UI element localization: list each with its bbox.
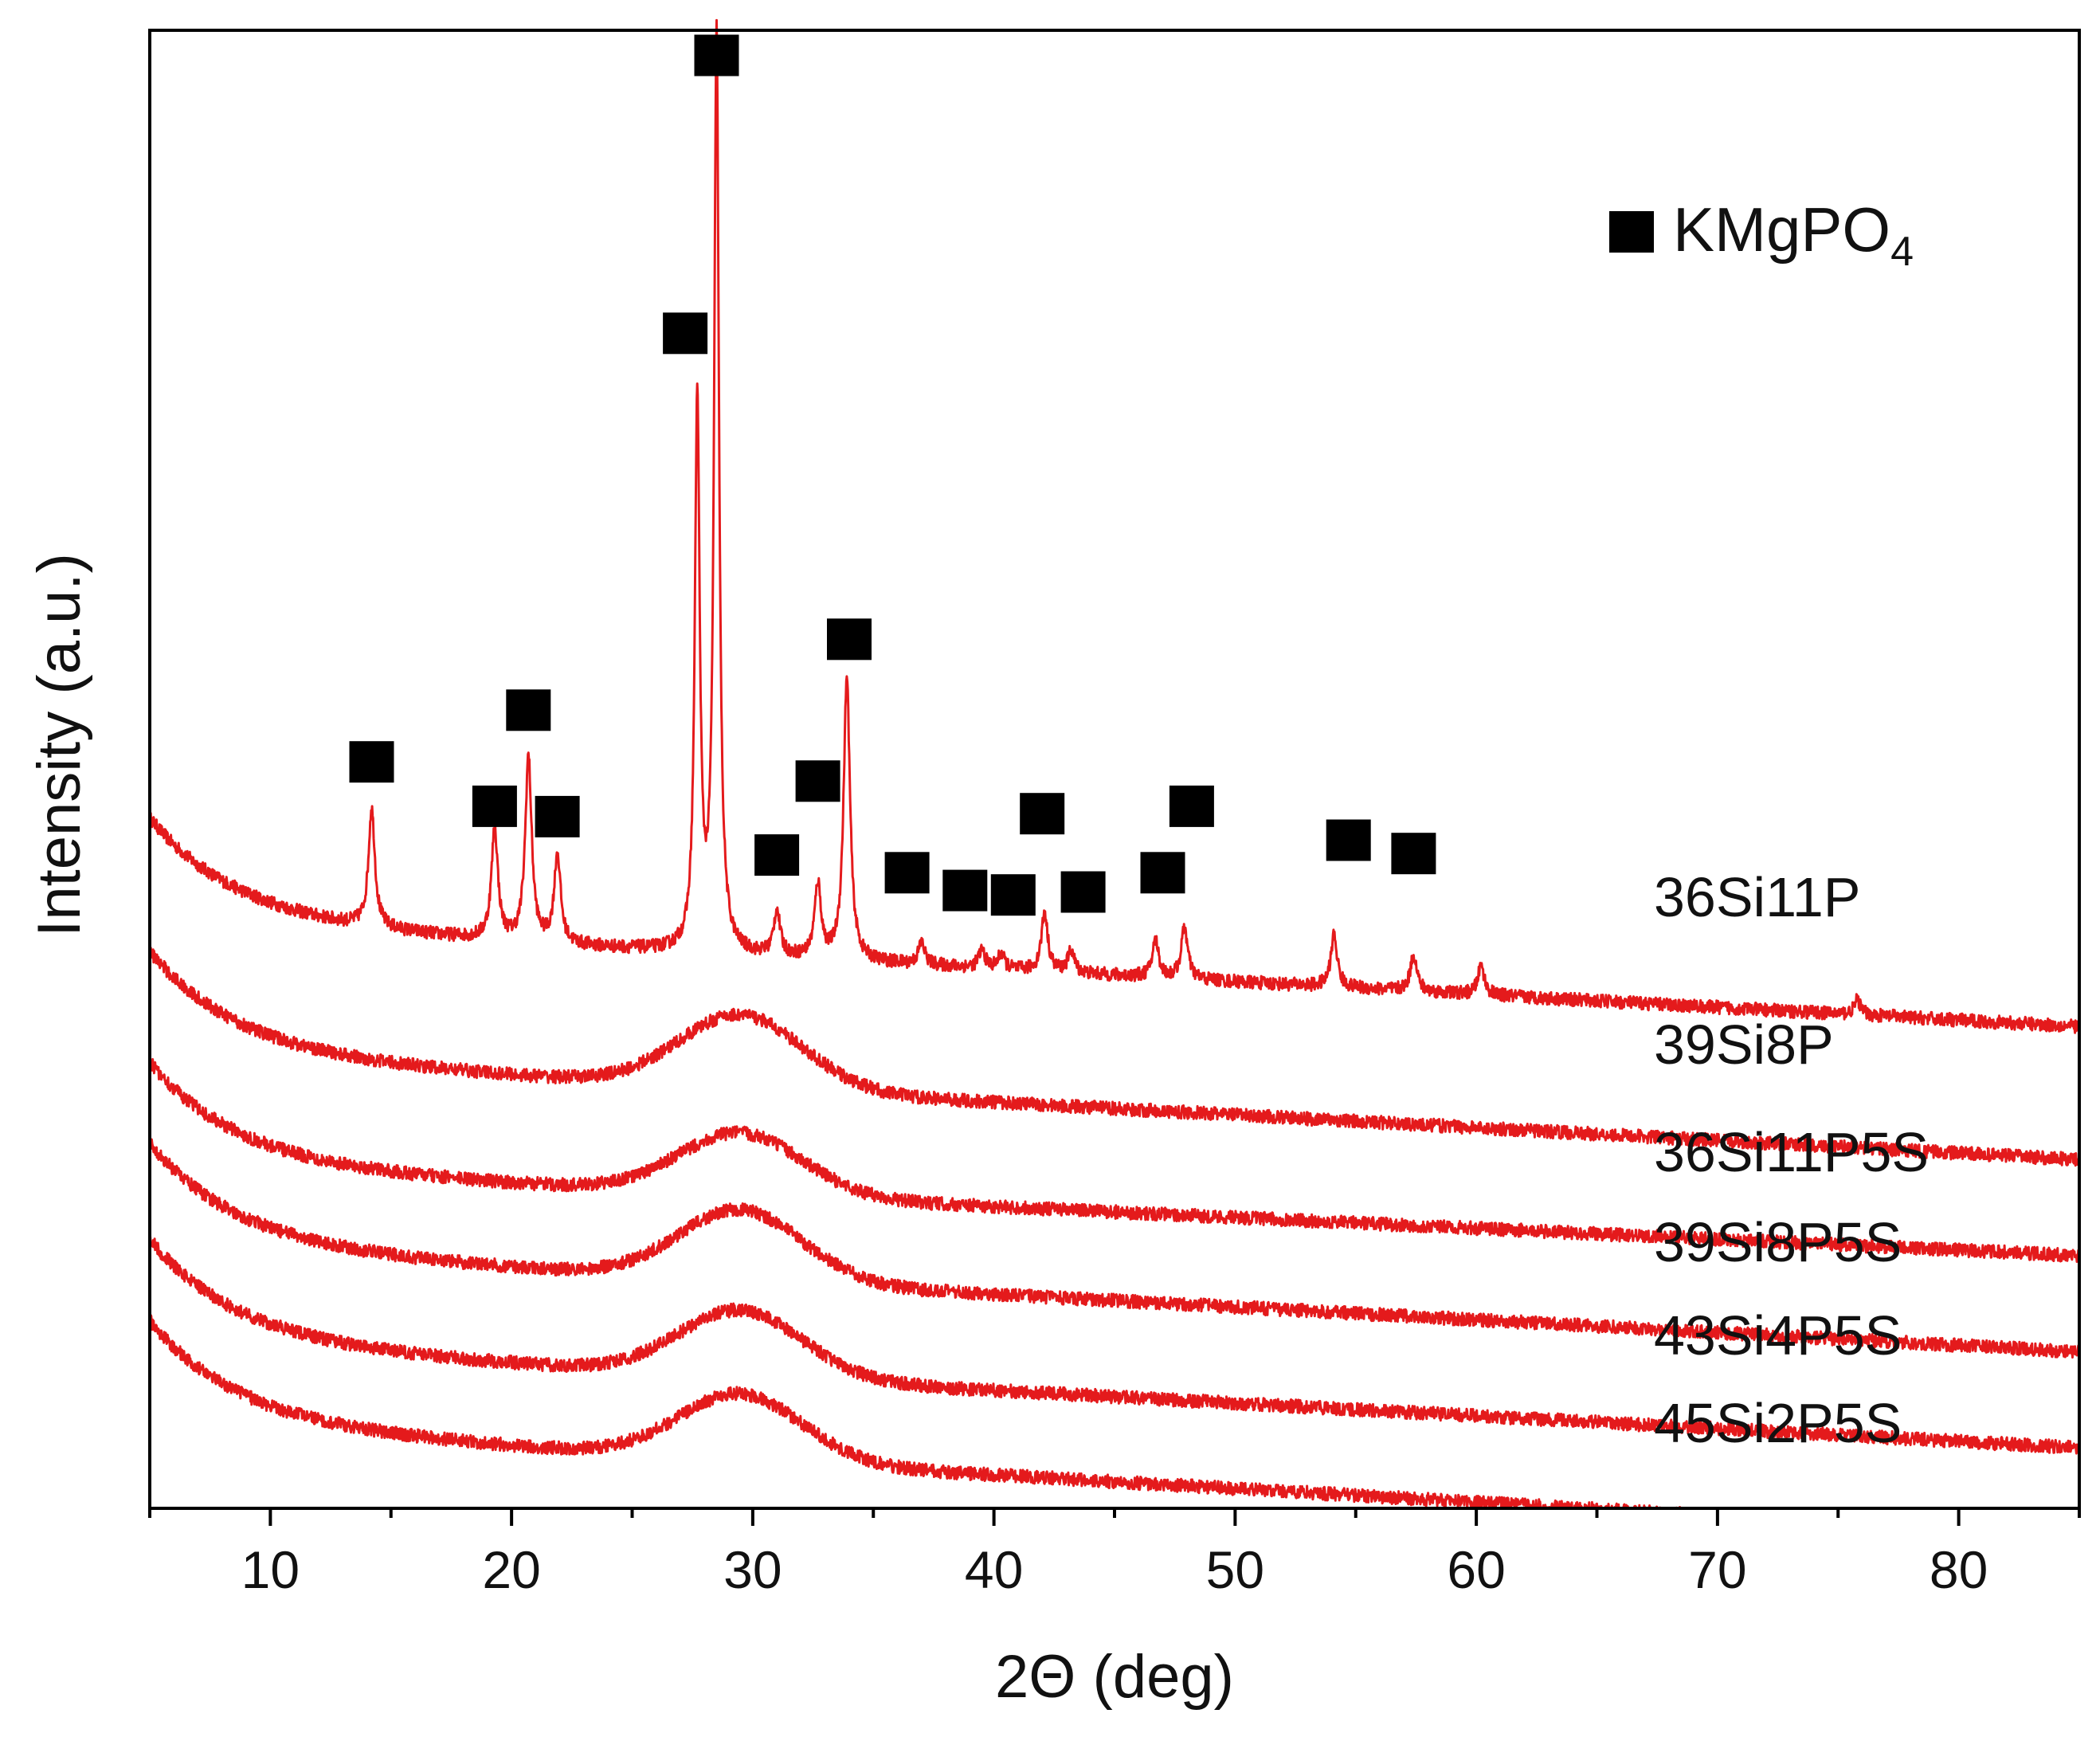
series-label-39Si8P: 39Si8P bbox=[1654, 1014, 1834, 1076]
kmgpo4-marker-12 bbox=[1020, 793, 1065, 835]
kmgpo4-marker-5 bbox=[694, 34, 739, 76]
kmgpo4-marker-6 bbox=[754, 834, 800, 876]
kmgpo4-marker-15 bbox=[1169, 785, 1214, 827]
legend-label-subscript: 4 bbox=[1890, 229, 1914, 275]
x-tick-label-50: 50 bbox=[1206, 1540, 1264, 1599]
x-tick-label-60: 60 bbox=[1447, 1540, 1505, 1599]
x-tick-label-40: 40 bbox=[965, 1540, 1023, 1599]
kmgpo4-marker-17 bbox=[1391, 833, 1436, 875]
x-tick-label-10: 10 bbox=[241, 1540, 300, 1599]
x-tick-label-30: 30 bbox=[723, 1540, 782, 1599]
series-line-43Si4P5S bbox=[150, 1233, 2079, 1455]
legend-square-marker bbox=[1609, 211, 1654, 253]
kmgpo4-marker-4 bbox=[663, 312, 708, 355]
kmgpo4-marker-2 bbox=[506, 689, 551, 731]
legend: KMgPO4 bbox=[1609, 194, 1914, 275]
series-label-39Si8P5S: 39Si8P5S bbox=[1654, 1211, 1902, 1273]
series-layer bbox=[150, 18, 2079, 1508]
kmgpo4-marker-9 bbox=[884, 852, 930, 894]
series-label-36Si11P: 36Si11P bbox=[1654, 866, 1860, 928]
series-label-36Si11P5S: 36Si11P5S bbox=[1654, 1121, 1929, 1183]
series-label-43Si4P5S: 43Si4P5S bbox=[1654, 1304, 1902, 1366]
series-line-45Si2P5S bbox=[150, 1314, 1707, 1508]
y-axis-title: Intensity (a.u.) bbox=[25, 553, 93, 937]
series-labels: 36Si11P 39Si8P 36Si11P5S 39Si8P5S 43Si4P5S 45… bbox=[1654, 866, 1929, 1454]
kmgpo4-marker-3 bbox=[535, 795, 580, 837]
x-axis-title: 2Θ (deg) bbox=[995, 1643, 1234, 1711]
kmgpo4-marker-14 bbox=[1140, 852, 1185, 894]
series-line-39Si8P bbox=[150, 947, 2079, 1167]
marker-layer bbox=[349, 34, 1436, 916]
series-line-39Si8P5S bbox=[150, 1138, 2079, 1359]
x-tick-label-80: 80 bbox=[1930, 1540, 1988, 1599]
kmgpo4-marker-13 bbox=[1060, 871, 1106, 913]
series-label-45Si2P5S: 45Si2P5S bbox=[1654, 1392, 1902, 1454]
legend-label-text: KMgPO bbox=[1673, 194, 1890, 265]
x-tick-label-20: 20 bbox=[482, 1540, 540, 1599]
kmgpo4-marker-0 bbox=[349, 741, 394, 783]
kmgpo4-marker-16 bbox=[1326, 819, 1371, 861]
kmgpo4-marker-7 bbox=[795, 760, 840, 802]
series-line-36Si11P5S bbox=[150, 1057, 2079, 1263]
series-line-36Si11P bbox=[150, 18, 2079, 1034]
kmgpo4-marker-10 bbox=[942, 869, 988, 912]
x-axis: 10 20 30 40 50 60 70 80 bbox=[148, 1508, 2081, 1599]
x-tick-label-70: 70 bbox=[1688, 1540, 1746, 1599]
kmgpo4-marker-8 bbox=[827, 618, 872, 661]
legend-label: KMgPO4 bbox=[1673, 194, 1914, 275]
kmgpo4-marker-11 bbox=[990, 874, 1036, 916]
kmgpo4-marker-1 bbox=[472, 785, 517, 827]
